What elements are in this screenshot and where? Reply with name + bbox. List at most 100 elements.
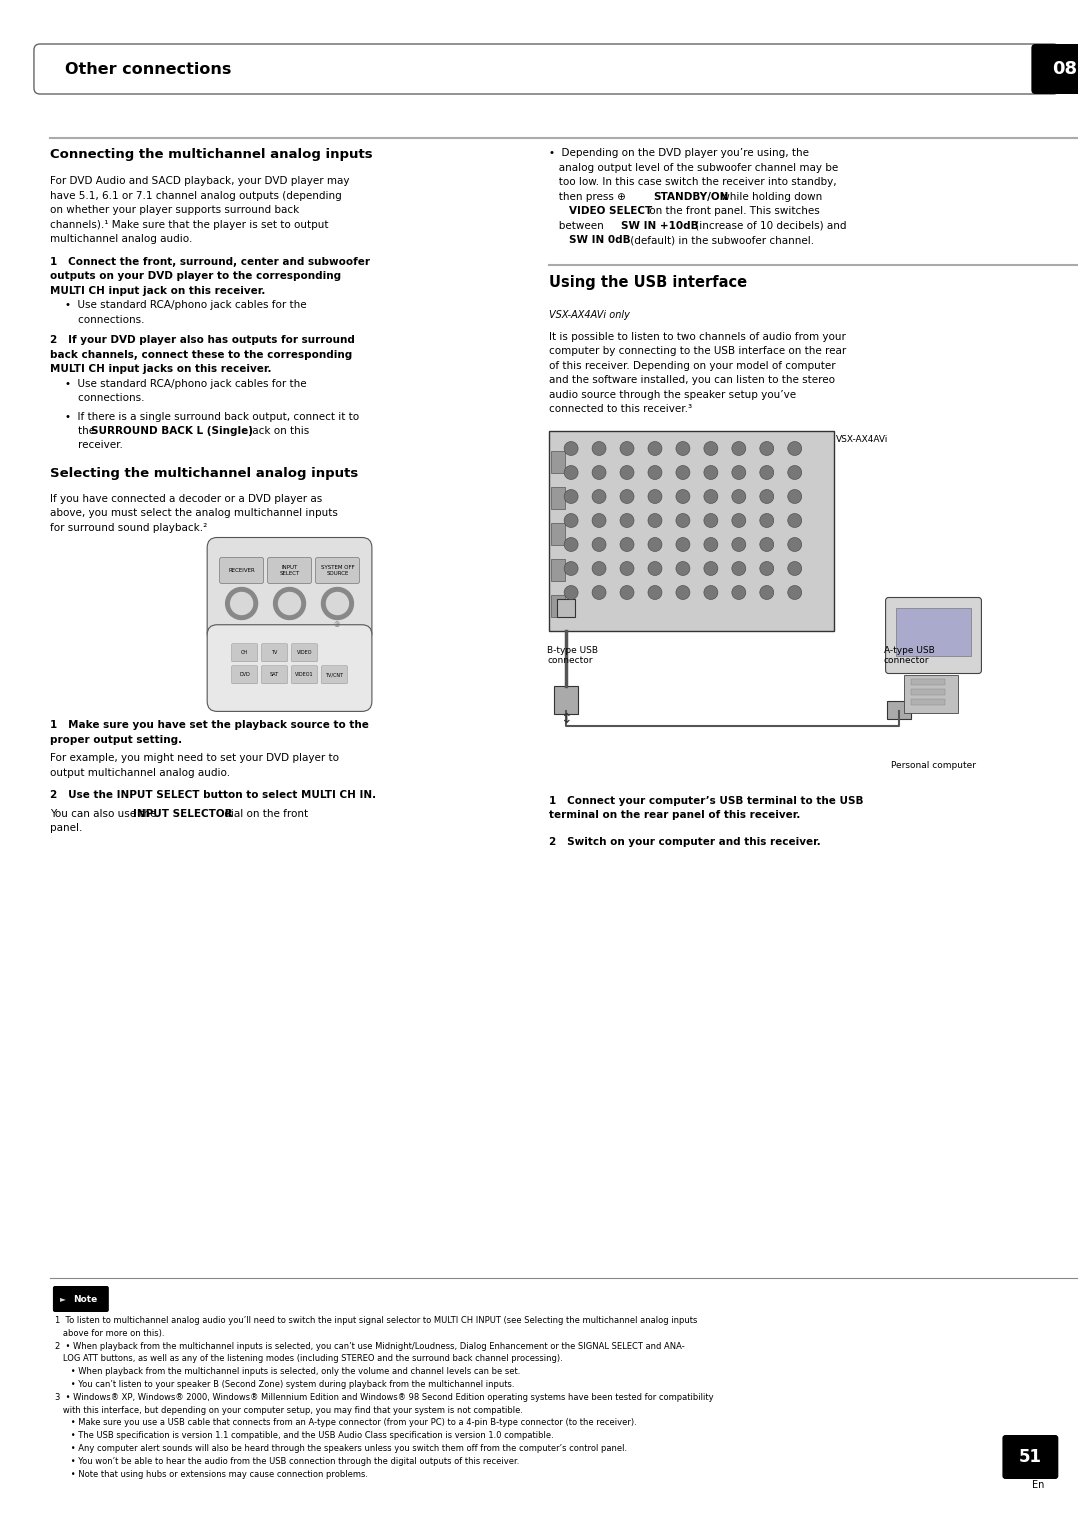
Circle shape bbox=[620, 489, 634, 504]
Text: channels).¹ Make sure that the player is set to output: channels).¹ Make sure that the player is… bbox=[50, 220, 328, 229]
Circle shape bbox=[564, 466, 578, 480]
Circle shape bbox=[648, 585, 662, 599]
Text: the: the bbox=[65, 426, 98, 435]
Circle shape bbox=[648, 561, 662, 576]
Text: 51: 51 bbox=[1018, 1449, 1042, 1465]
FancyBboxPatch shape bbox=[261, 643, 287, 662]
Text: jack on this: jack on this bbox=[245, 426, 309, 435]
Circle shape bbox=[676, 513, 690, 527]
Text: INPUT SELECTOR: INPUT SELECTOR bbox=[133, 808, 232, 819]
Circle shape bbox=[592, 513, 606, 527]
Text: CH: CH bbox=[241, 651, 248, 656]
Text: VIDEO SELECT: VIDEO SELECT bbox=[568, 206, 652, 215]
Text: 1   Make sure you have set the playback source to the: 1 Make sure you have set the playback so… bbox=[50, 721, 368, 730]
FancyBboxPatch shape bbox=[322, 666, 348, 683]
Text: B-type USB
connector: B-type USB connector bbox=[548, 645, 598, 665]
Text: computer by connecting to the USB interface on the rear: computer by connecting to the USB interf… bbox=[549, 345, 847, 356]
Text: between: between bbox=[549, 220, 607, 231]
Circle shape bbox=[676, 489, 690, 504]
Circle shape bbox=[231, 593, 253, 614]
FancyBboxPatch shape bbox=[292, 666, 318, 683]
Circle shape bbox=[732, 538, 746, 552]
Text: For example, you might need to set your DVD player to: For example, you might need to set your … bbox=[50, 753, 339, 764]
Text: STANDBY/ON: STANDBY/ON bbox=[653, 191, 728, 202]
Circle shape bbox=[322, 587, 353, 619]
Circle shape bbox=[787, 561, 801, 576]
Bar bbox=[910, 689, 945, 695]
Circle shape bbox=[760, 466, 773, 480]
Circle shape bbox=[732, 585, 746, 599]
Text: have 5.1, 6.1 or 7.1 channel analog outputs (depending: have 5.1, 6.1 or 7.1 channel analog outp… bbox=[50, 191, 341, 200]
Text: for surround sound playback.²: for surround sound playback.² bbox=[50, 523, 207, 533]
Text: RECEIVER: RECEIVER bbox=[228, 568, 255, 573]
Text: VIDEO1: VIDEO1 bbox=[295, 672, 314, 677]
Text: 08: 08 bbox=[1052, 60, 1077, 78]
Text: •  If there is a single surround back output, connect it to: • If there is a single surround back out… bbox=[65, 411, 359, 422]
Bar bbox=[551, 559, 565, 581]
Text: multichannel analog audio.: multichannel analog audio. bbox=[50, 234, 192, 244]
Circle shape bbox=[676, 561, 690, 576]
Circle shape bbox=[704, 442, 718, 455]
Circle shape bbox=[704, 489, 718, 504]
Circle shape bbox=[787, 489, 801, 504]
Text: connections.: connections. bbox=[65, 315, 145, 324]
Circle shape bbox=[704, 561, 718, 576]
Text: 1   Connect the front, surround, center and subwoofer: 1 Connect the front, surround, center an… bbox=[50, 257, 370, 266]
Circle shape bbox=[620, 466, 634, 480]
Text: •  Use standard RCA/phono jack cables for the: • Use standard RCA/phono jack cables for… bbox=[65, 299, 307, 310]
Bar bbox=[551, 523, 565, 544]
Circle shape bbox=[620, 442, 634, 455]
Text: Using the USB interface: Using the USB interface bbox=[549, 275, 747, 289]
Bar bbox=[50, 1284, 1080, 1458]
Text: (increase of 10 decibels) and: (increase of 10 decibels) and bbox=[692, 220, 847, 231]
Text: TV/CNT: TV/CNT bbox=[325, 672, 343, 677]
Circle shape bbox=[732, 489, 746, 504]
FancyBboxPatch shape bbox=[292, 643, 318, 662]
Text: audio source through the speaker setup you’ve: audio source through the speaker setup y… bbox=[549, 390, 796, 399]
Circle shape bbox=[760, 585, 773, 599]
Text: SW IN +10dB: SW IN +10dB bbox=[621, 220, 698, 231]
Text: output multichannel analog audio.: output multichannel analog audio. bbox=[50, 769, 230, 778]
Circle shape bbox=[273, 587, 306, 619]
Text: 1   Connect your computer’s USB terminal to the USB: 1 Connect your computer’s USB terminal t… bbox=[549, 796, 864, 805]
Text: above for more on this).: above for more on this). bbox=[55, 1329, 164, 1339]
Text: on the front panel. This switches: on the front panel. This switches bbox=[647, 206, 820, 215]
Text: • When playback from the multichannel inputs is selected, only the volume and ch: • When playback from the multichannel in… bbox=[55, 1368, 521, 1377]
Circle shape bbox=[620, 513, 634, 527]
Text: 3  • Windows® XP, Windows® 2000, Windows® Millennium Edition and Windows® 98 Sec: 3 • Windows® XP, Windows® 2000, Windows®… bbox=[55, 1394, 714, 1401]
Circle shape bbox=[760, 561, 773, 576]
Circle shape bbox=[592, 585, 606, 599]
Circle shape bbox=[760, 513, 773, 527]
Circle shape bbox=[620, 585, 634, 599]
FancyBboxPatch shape bbox=[1002, 1435, 1058, 1479]
Text: and the software installed, you can listen to the stereo: and the software installed, you can list… bbox=[549, 374, 835, 385]
Text: while holding down: while holding down bbox=[718, 191, 822, 202]
Text: INPUT
SELECT: INPUT SELECT bbox=[280, 565, 299, 576]
FancyBboxPatch shape bbox=[886, 597, 982, 674]
Bar bbox=[910, 698, 945, 704]
FancyBboxPatch shape bbox=[53, 1287, 109, 1313]
Text: 1  To listen to multichannel analog audio you’ll need to switch the input signal: 1 To listen to multichannel analog audio… bbox=[55, 1316, 698, 1325]
Circle shape bbox=[279, 593, 300, 614]
Circle shape bbox=[676, 585, 690, 599]
Circle shape bbox=[760, 538, 773, 552]
Bar bbox=[551, 594, 565, 616]
Text: (default) in the subwoofer channel.: (default) in the subwoofer channel. bbox=[627, 235, 814, 244]
Circle shape bbox=[592, 466, 606, 480]
Text: SW IN 0dB: SW IN 0dB bbox=[568, 235, 631, 244]
Circle shape bbox=[704, 538, 718, 552]
Text: 2  • When playback from the multichannel inputs is selected, you can’t use Midni: 2 • When playback from the multichannel … bbox=[55, 1342, 685, 1351]
Text: If you have connected a decoder or a DVD player as: If you have connected a decoder or a DVD… bbox=[50, 494, 322, 504]
Text: A-type USB
connector: A-type USB connector bbox=[883, 645, 934, 665]
Text: Connecting the multichannel analog inputs: Connecting the multichannel analog input… bbox=[50, 148, 373, 160]
Circle shape bbox=[326, 593, 349, 614]
Circle shape bbox=[787, 538, 801, 552]
Bar bbox=[895, 608, 971, 656]
Text: SYSTEM OFF
SOURCE: SYSTEM OFF SOURCE bbox=[321, 565, 354, 576]
Circle shape bbox=[676, 466, 690, 480]
Circle shape bbox=[732, 561, 746, 576]
Bar bbox=[551, 486, 565, 509]
Text: terminal on the rear panel of this receiver.: terminal on the rear panel of this recei… bbox=[549, 810, 800, 821]
Bar bbox=[557, 599, 575, 616]
Text: LOG ATT buttons, as well as any of the listening modes (including STEREO and the: LOG ATT buttons, as well as any of the l… bbox=[55, 1354, 563, 1363]
